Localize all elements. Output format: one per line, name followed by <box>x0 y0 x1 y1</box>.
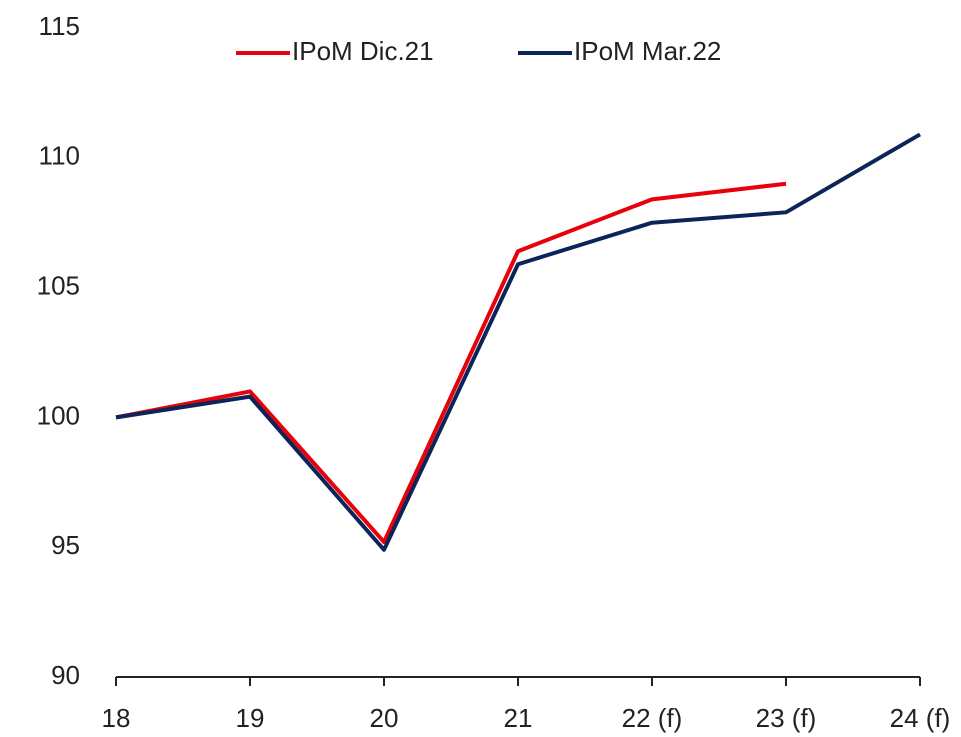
y-tick-label: 110 <box>39 141 80 171</box>
y-tick-label: 90 <box>51 660 80 690</box>
series-line <box>115 181 787 545</box>
series-line <box>115 132 922 552</box>
y-tick-label: 115 <box>39 11 80 41</box>
y-tick-label: 100 <box>37 400 80 430</box>
legend-label: IPoM Mar.22 <box>574 36 721 66</box>
x-tick-label: 24 (f) <box>890 703 951 733</box>
y-tick-label: 105 <box>37 270 80 300</box>
x-tick-label: 21 <box>504 703 533 733</box>
legend-label: IPoM Dic.21 <box>292 36 434 66</box>
x-tick-label: 20 <box>370 703 399 733</box>
x-tick-label: 22 (f) <box>622 703 683 733</box>
x-tick-label: 23 (f) <box>756 703 817 733</box>
x-tick-label: 18 <box>102 703 131 733</box>
y-tick-label: 95 <box>51 530 80 560</box>
x-tick-label: 19 <box>236 703 265 733</box>
